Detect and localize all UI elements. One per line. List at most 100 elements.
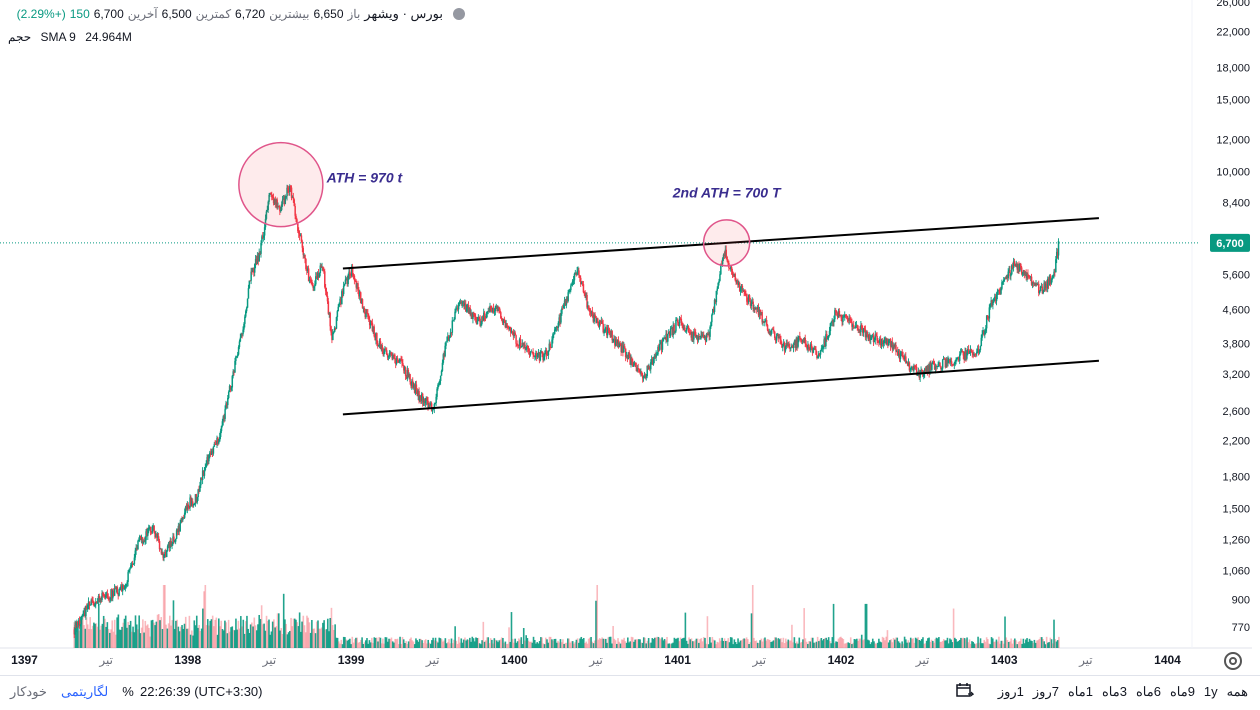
volume-bar (830, 643, 832, 648)
candle-body (892, 345, 895, 350)
volume-bar (587, 638, 590, 648)
candle-body (236, 354, 239, 357)
candle-body (578, 270, 580, 276)
volume-bar (555, 642, 558, 648)
volume-bar (1039, 637, 1042, 648)
candle-body (282, 198, 285, 200)
volume-bar (204, 585, 207, 648)
candle-body (246, 298, 249, 308)
candle-body (982, 331, 984, 334)
candle-body (960, 351, 963, 353)
volume-bar (826, 639, 829, 648)
candle-body (621, 345, 623, 353)
volume-label[interactable]: حجم (8, 30, 32, 44)
volume-bar (724, 640, 727, 648)
candle-body (605, 327, 607, 329)
candle-body (923, 373, 925, 377)
volume-bar (431, 640, 433, 648)
candle-body (945, 359, 948, 368)
candle-body (447, 336, 450, 339)
range-6m[interactable]: 6ماه (1135, 684, 1161, 699)
candle-body (412, 384, 415, 388)
y-tick-label: 8,400 (1222, 198, 1250, 210)
volume-bar (619, 643, 622, 648)
candle-body (962, 351, 965, 356)
candle-body (627, 352, 630, 360)
candle-body (1049, 275, 1052, 284)
candle-body (851, 321, 853, 327)
volume-bar (227, 619, 230, 648)
price-chart[interactable]: 7709001,0601,2601,5001,8002,2002,6003,20… (0, 0, 1260, 675)
candle-body (293, 199, 296, 207)
candle-body (112, 591, 115, 596)
volume-bar (934, 638, 937, 648)
candle-body (882, 343, 885, 345)
range-1d[interactable]: 1روز (997, 684, 1024, 699)
range-9m[interactable]: 9ماه (1169, 684, 1195, 699)
auto-scale-toggle[interactable]: خودکار (10, 684, 47, 699)
range-1m[interactable]: 1ماه (1067, 684, 1093, 699)
volume-bar (974, 644, 977, 648)
range-3m[interactable]: 3ماه (1101, 684, 1127, 699)
range-1y[interactable]: 1y (1203, 684, 1218, 699)
candle-body (911, 366, 913, 368)
candle-body (278, 206, 280, 208)
candle-body (751, 301, 754, 304)
range-all[interactable]: همه (1226, 684, 1248, 699)
x-tick-label: 1404 (1154, 653, 1181, 667)
log-scale-toggle[interactable]: لگاریتمی (60, 684, 109, 699)
volume-bar (400, 643, 403, 648)
timezone-clock[interactable]: 22:26:39 (UTC+3:30) (140, 684, 263, 699)
volume-bar (411, 640, 414, 648)
volume-bar (433, 640, 436, 648)
candle-body (643, 374, 646, 378)
volume-bar (750, 613, 753, 648)
volume-bar (1044, 644, 1047, 648)
calendar-icon[interactable] (956, 682, 974, 698)
candle-body (603, 331, 605, 333)
candle-body (362, 307, 365, 309)
candle-body (973, 353, 975, 356)
x-tick-label: 1399 (338, 653, 365, 667)
candle-body (609, 333, 612, 338)
volume-bar (181, 625, 183, 648)
volume-bar (115, 634, 117, 648)
volume-bar (477, 637, 480, 648)
second-ath-highlight-circle (702, 219, 751, 267)
volume-bar (711, 636, 714, 648)
volume-bar (940, 641, 943, 648)
settings-icon[interactable] (1224, 652, 1242, 670)
candle-body (87, 601, 90, 606)
candle-body (498, 306, 500, 310)
volume-bar (494, 639, 497, 648)
volume-bar (531, 642, 534, 648)
candle-body (681, 322, 683, 326)
candle-body (980, 337, 983, 347)
volume-bar (990, 637, 993, 648)
symbol-name[interactable]: بورس · ویشهر (364, 6, 443, 21)
candle-body (476, 320, 479, 325)
volume-bar (668, 643, 671, 648)
volume-bar (618, 641, 621, 648)
volume-bar (788, 640, 791, 648)
candle-body (571, 280, 574, 285)
volume-bar (361, 637, 363, 648)
candle-body (130, 565, 132, 569)
volume-bar (581, 639, 584, 648)
candle-body (1020, 267, 1023, 274)
candle-body (948, 359, 950, 361)
volume-bar (571, 641, 574, 648)
range-7d[interactable]: 7روز (1032, 684, 1059, 699)
candle-body (283, 198, 286, 205)
volume-bar (352, 642, 355, 648)
volume-bar (110, 629, 112, 648)
candle-body (902, 355, 904, 359)
volume-bar (656, 636, 659, 648)
candle-body (1056, 251, 1059, 256)
volume-bar (819, 639, 821, 648)
candle-body (151, 526, 154, 533)
candle-body (835, 310, 837, 312)
candle-body (954, 360, 956, 365)
candle-body (689, 332, 692, 334)
percent-scale-toggle[interactable]: % (122, 684, 134, 699)
